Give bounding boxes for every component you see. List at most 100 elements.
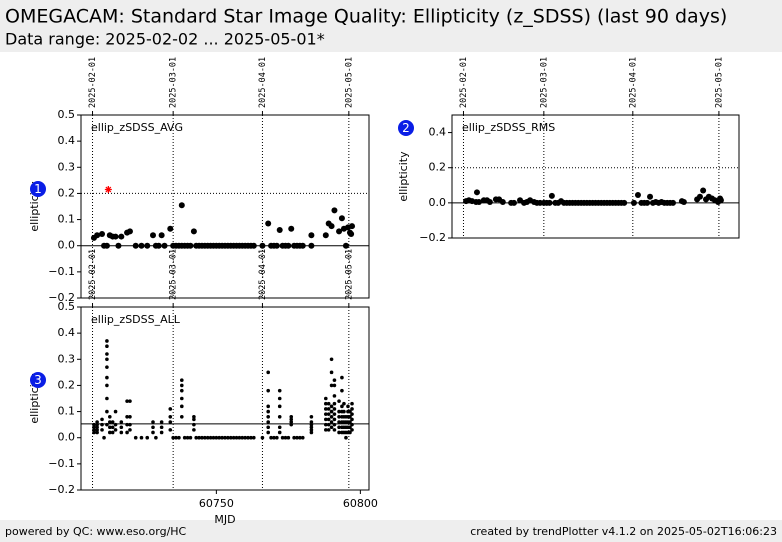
point <box>329 409 334 414</box>
badge-number: 2 <box>402 121 410 135</box>
point <box>326 401 331 406</box>
y-tick-label: 0.1 <box>58 213 76 226</box>
plot-area <box>80 114 370 299</box>
point <box>350 417 354 422</box>
footer-band <box>0 520 782 542</box>
point <box>277 425 282 430</box>
point <box>280 435 285 440</box>
point <box>108 425 112 430</box>
point <box>499 198 506 205</box>
point <box>277 388 282 393</box>
date-tick-label: 2025-05-01 <box>714 57 724 108</box>
point <box>220 435 224 440</box>
point <box>145 435 150 440</box>
point <box>337 399 341 403</box>
point <box>342 409 346 414</box>
point <box>546 199 553 206</box>
point <box>243 435 247 440</box>
point <box>266 409 271 414</box>
point <box>200 435 204 440</box>
date-tick-label: 2025-04-01 <box>628 57 638 108</box>
point <box>240 435 245 440</box>
point <box>115 242 122 249</box>
point <box>340 375 344 380</box>
y-tick-label: −0.2 <box>48 483 75 496</box>
point <box>192 415 196 419</box>
point <box>329 415 334 419</box>
point <box>203 435 207 440</box>
date-tick-label: 2025-05-01 <box>344 57 354 108</box>
point <box>128 422 132 427</box>
point <box>132 242 139 249</box>
point <box>324 407 328 411</box>
point <box>332 412 337 416</box>
point <box>250 242 257 249</box>
point <box>309 428 314 432</box>
point <box>266 404 271 409</box>
y-tick-label: −0.1 <box>48 265 75 278</box>
point <box>119 425 124 430</box>
point <box>92 425 96 430</box>
y-tick-label: 0.0 <box>58 431 76 444</box>
point <box>125 430 129 435</box>
point <box>272 435 276 440</box>
point <box>187 242 194 249</box>
point <box>194 435 198 440</box>
y-tick-label: 0.5 <box>58 108 76 121</box>
point <box>92 422 96 427</box>
point <box>161 242 168 249</box>
point <box>246 435 250 440</box>
date-tick-label: 2025-02-01 <box>88 57 98 108</box>
y-tick-label: −0.1 <box>48 457 75 470</box>
point <box>231 435 236 440</box>
point <box>292 435 296 440</box>
point <box>332 383 337 388</box>
point <box>95 430 99 435</box>
point <box>113 409 118 414</box>
point <box>331 207 338 214</box>
point <box>139 435 144 440</box>
point <box>266 388 271 393</box>
point <box>234 435 239 440</box>
point <box>125 399 129 403</box>
point <box>105 365 109 369</box>
point <box>340 404 344 409</box>
point <box>473 189 480 196</box>
point <box>329 425 334 430</box>
point <box>105 357 109 362</box>
point <box>197 435 201 440</box>
point <box>329 370 334 375</box>
point <box>326 428 331 432</box>
point <box>300 435 305 440</box>
point <box>309 415 314 419</box>
point <box>260 435 265 440</box>
point <box>630 199 637 206</box>
point <box>128 428 132 432</box>
point <box>308 232 315 239</box>
point <box>265 220 272 227</box>
point <box>342 401 346 406</box>
point <box>174 435 178 440</box>
point <box>105 383 109 388</box>
point <box>634 191 641 198</box>
point <box>100 428 104 432</box>
point <box>332 401 337 406</box>
point <box>178 202 185 209</box>
point <box>332 407 337 411</box>
point <box>159 430 164 435</box>
point <box>99 230 106 237</box>
point <box>285 242 292 249</box>
point <box>332 422 337 427</box>
point <box>168 428 173 432</box>
point <box>324 401 328 406</box>
badge-number: 1 <box>34 182 42 196</box>
point <box>337 430 341 435</box>
point <box>154 435 158 440</box>
point <box>337 425 341 430</box>
point <box>217 435 222 440</box>
point <box>113 422 118 427</box>
y-tick-label: 0.4 <box>58 134 76 147</box>
point <box>252 435 256 440</box>
point <box>167 225 174 232</box>
point <box>138 242 145 249</box>
